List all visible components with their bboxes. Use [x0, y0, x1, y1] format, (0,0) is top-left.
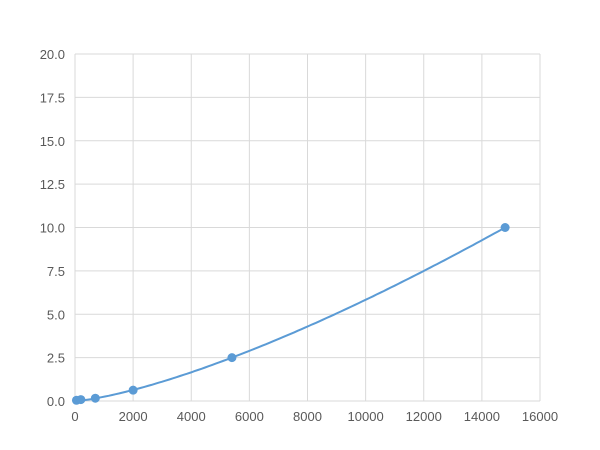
- y-tick-label: 20.0: [40, 47, 65, 62]
- x-tick-label: 14000: [464, 409, 500, 424]
- y-tick-label: 7.5: [47, 264, 65, 279]
- trend-curve: [76, 226, 506, 402]
- data-point: [227, 353, 237, 363]
- x-tick-label: 10000: [348, 409, 384, 424]
- y-tick-label: 17.5: [40, 90, 65, 105]
- x-axis-ticks: 0 2000 4000 6000 8000 10000 12000 14000 16000: [71, 409, 558, 424]
- data-point: [76, 395, 86, 405]
- data-points: [71, 223, 510, 405]
- y-tick-label: 0.0: [47, 394, 65, 409]
- y-tick-label: 5.0: [47, 307, 65, 322]
- x-tick-label: 0: [71, 409, 78, 424]
- x-tick-label: 4000: [177, 409, 206, 424]
- x-tick-label: 8000: [293, 409, 322, 424]
- data-point: [90, 393, 100, 403]
- y-axis-ticks: 0.0 2.5 5.0 7.5 10.0 12.5 15.0 17.5 20.0: [40, 47, 65, 409]
- data-point: [500, 223, 510, 232]
- x-tick-label: 16000: [522, 409, 558, 424]
- y-tick-label: 15.0: [40, 134, 65, 149]
- data-point: [128, 385, 138, 395]
- x-tick-label: 6000: [235, 409, 264, 424]
- y-tick-label: 10.0: [40, 221, 65, 236]
- y-tick-label: 12.5: [40, 177, 65, 192]
- y-tick-label: 2.5: [47, 351, 65, 366]
- x-tick-label: 2000: [119, 409, 148, 424]
- grid: [74, 53, 541, 402]
- x-tick-label: 12000: [406, 409, 442, 424]
